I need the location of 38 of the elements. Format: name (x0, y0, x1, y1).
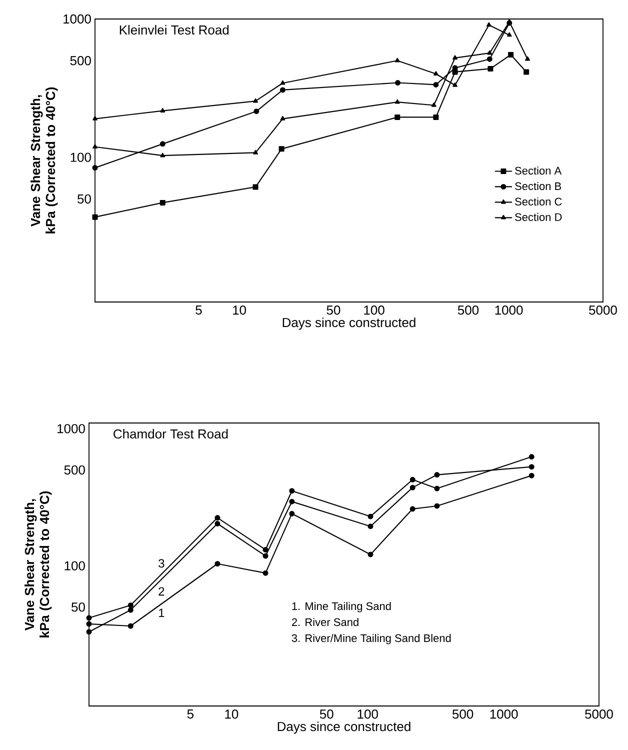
x-tick-label: 5 (196, 306, 202, 315)
x-axis-title: Days since constructed (278, 722, 410, 734)
x-tick-label: 10 (233, 306, 246, 315)
annotation: 3 (158, 559, 164, 568)
y-tick-label: 500 (64, 465, 85, 475)
chart-title: Kleinvlei Test Road (120, 25, 229, 35)
y-tick-label: 50 (72, 602, 85, 612)
legend-label: Section D (515, 212, 562, 222)
x-tick-label: 5000 (589, 306, 617, 315)
annotation: 2. River Sand (292, 618, 358, 626)
x-tick-label: 50 (320, 710, 334, 719)
y-axis-title: Vane Shear Strength, kPa (Corrected to 40°C) (24, 491, 52, 638)
annotation: 2 (158, 587, 164, 596)
x-tick-label: 500 (458, 306, 479, 315)
annotation: 1. Mine Tailing Sand (292, 602, 391, 612)
x-tick-label: 100 (358, 710, 378, 719)
x-tick-label: 5000 (585, 710, 613, 719)
x-tick-label: 10 (225, 710, 238, 719)
x-tick-label: 1000 (495, 306, 523, 315)
annotation: 1 (158, 608, 164, 618)
annotation: 3. River/Mine Tailing Sand Blend (292, 634, 451, 644)
x-tick-label: 100 (364, 306, 384, 315)
y-tick-label: 1000 (58, 424, 85, 434)
y-tick-label: 100 (70, 152, 91, 162)
x-tick-label: 500 (452, 710, 474, 719)
legend-label: Section B (515, 182, 562, 190)
y-tick-label: 50 (78, 194, 91, 204)
y-axis-title: Vane Shear Strength, kPa (Corrected to 40°C) (30, 87, 58, 234)
x-tick-label: 50 (326, 306, 340, 315)
y-tick-label: 100 (64, 561, 85, 570)
legend-label: Section C (515, 197, 562, 206)
y-tick-label: 1000 (64, 14, 91, 24)
x-axis-title: Days since constructed (282, 318, 416, 330)
chart-title: Chamdor Test Road (114, 429, 228, 439)
legend-label: Section A (515, 166, 562, 175)
x-tick-label: 1000 (490, 710, 518, 719)
y-tick-label: 500 (70, 56, 91, 66)
x-tick-label: 5 (187, 710, 194, 719)
